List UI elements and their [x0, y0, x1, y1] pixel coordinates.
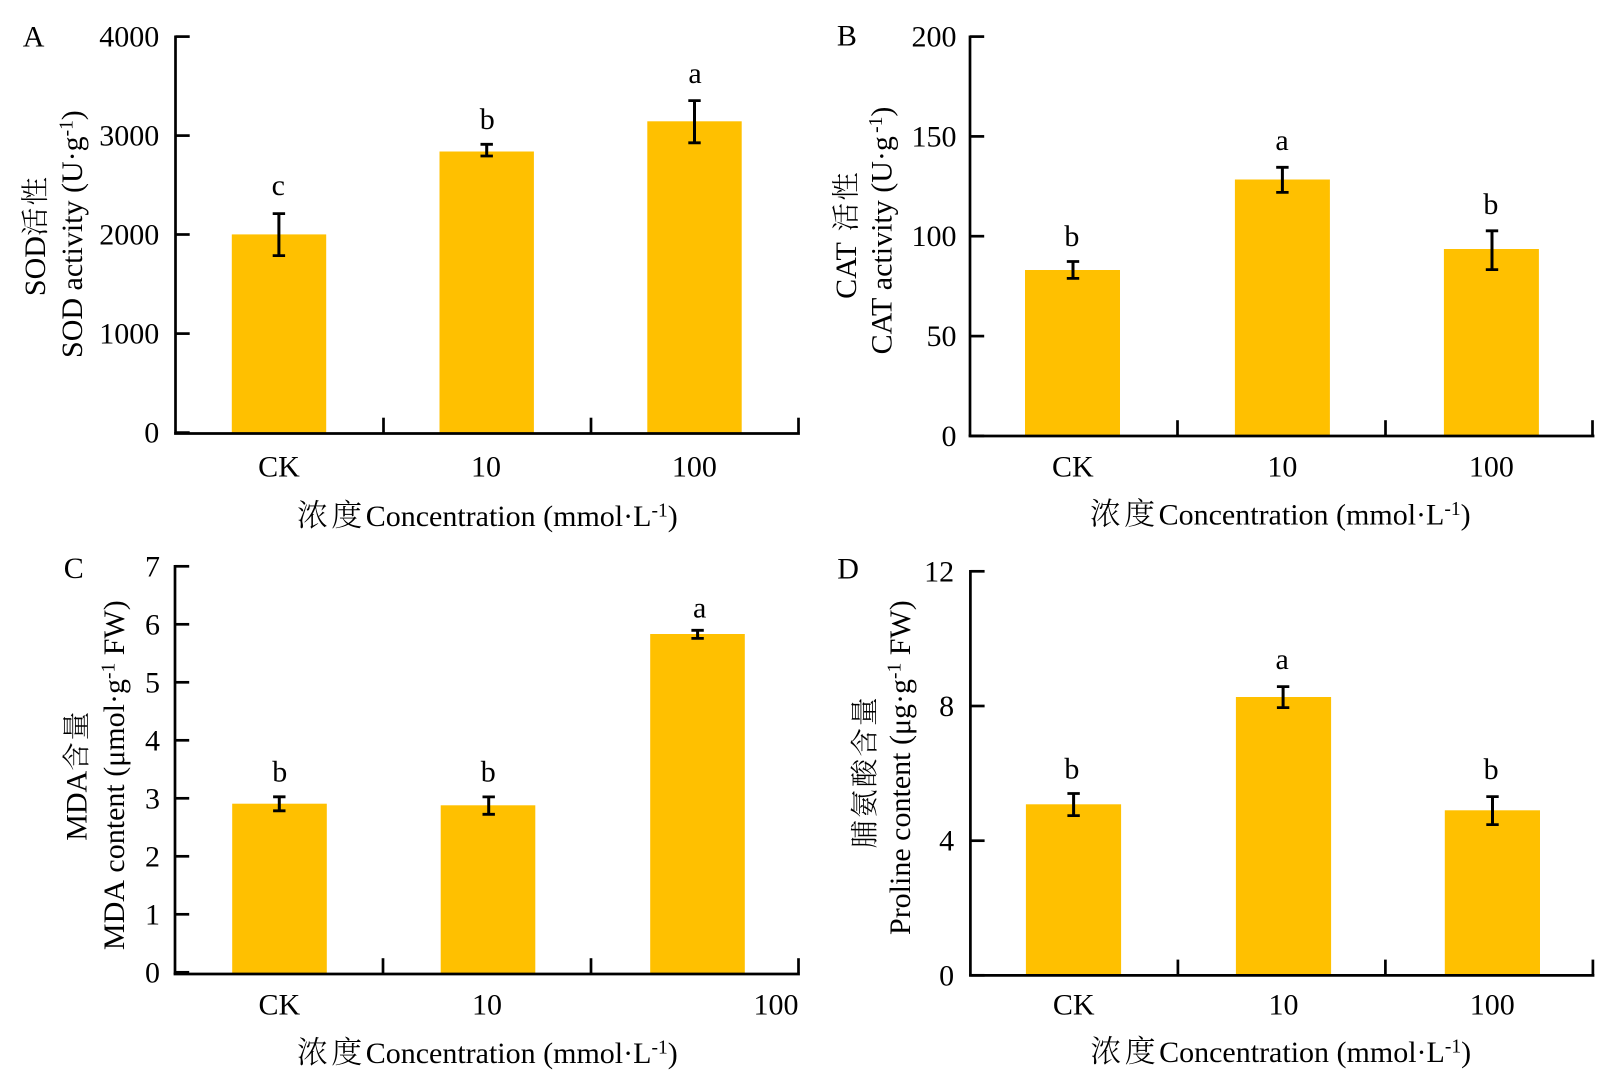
svg-text:100: 100 [1469, 450, 1514, 483]
svg-text:B: B [837, 20, 857, 53]
svg-text:CAT activity (U·g: CAT activity (U·g [866, 136, 899, 354]
svg-text:D: D [837, 552, 859, 585]
svg-text:-1: -1 [1445, 1037, 1461, 1058]
svg-text:3000: 3000 [99, 120, 159, 153]
svg-text:-1: -1 [98, 663, 119, 679]
svg-text:C: C [64, 552, 84, 585]
svg-text:150: 150 [912, 120, 957, 153]
svg-text:2000: 2000 [99, 219, 159, 252]
svg-text:1: 1 [145, 898, 160, 931]
svg-text:b: b [1483, 188, 1498, 221]
svg-text:a: a [1276, 643, 1289, 676]
svg-text:-1: -1 [652, 501, 668, 522]
svg-text:8: 8 [939, 690, 954, 723]
svg-text:FW): FW) [884, 600, 917, 663]
svg-text:10: 10 [471, 450, 501, 483]
svg-text:0: 0 [942, 420, 957, 453]
svg-text:100: 100 [912, 220, 957, 253]
svg-text:200: 200 [912, 21, 957, 54]
svg-text:SOD activity (U·g: SOD activity (U·g [56, 136, 89, 358]
svg-text:100: 100 [1470, 989, 1515, 1022]
svg-text:-1: -1 [885, 663, 906, 679]
svg-text:-1: -1 [866, 117, 887, 133]
svg-text:CK: CK [1053, 989, 1095, 1022]
svg-text:b: b [1064, 220, 1079, 253]
svg-text:A: A [23, 21, 45, 54]
svg-text:CK: CK [1052, 450, 1094, 483]
svg-text:): ) [668, 1037, 678, 1070]
svg-text:): ) [1461, 499, 1471, 532]
svg-text:Concentration (mmol·L: Concentration (mmol·L [1159, 1036, 1445, 1069]
svg-text:Concentration (mmol·L: Concentration (mmol·L [1159, 499, 1445, 532]
svg-text:b: b [272, 756, 287, 789]
svg-text:12: 12 [924, 555, 954, 588]
svg-text:b: b [480, 103, 495, 136]
svg-text:0: 0 [939, 959, 954, 992]
svg-text:b: b [1484, 753, 1499, 786]
svg-text:a: a [1275, 124, 1288, 157]
svg-text:a: a [688, 57, 701, 90]
svg-text:c: c [272, 169, 285, 202]
svg-text:6: 6 [145, 608, 160, 641]
svg-text:4000: 4000 [99, 21, 159, 54]
svg-text:100: 100 [754, 989, 799, 1022]
svg-text:a: a [693, 592, 706, 625]
svg-text:b: b [481, 755, 496, 788]
svg-text:4: 4 [939, 825, 954, 858]
svg-text:): ) [866, 107, 899, 117]
svg-text:0: 0 [144, 417, 159, 450]
svg-text:): ) [668, 500, 678, 533]
svg-text:-1: -1 [57, 120, 78, 136]
svg-text:0: 0 [145, 956, 160, 989]
svg-text:-1: -1 [1444, 499, 1460, 520]
svg-text:5: 5 [145, 666, 160, 699]
svg-text:7: 7 [145, 550, 160, 583]
svg-text:): ) [1461, 1036, 1471, 1069]
svg-text:): ) [56, 110, 89, 120]
svg-text:MDA content (μmol·g: MDA content (μmol·g [98, 679, 131, 950]
svg-text:4: 4 [145, 724, 160, 757]
svg-text:1000: 1000 [99, 318, 159, 351]
svg-text:10: 10 [472, 989, 502, 1022]
svg-text:MDA: MDA [60, 770, 93, 840]
svg-text:3: 3 [145, 782, 160, 815]
svg-text:SOD: SOD [19, 236, 52, 296]
svg-text:Concentration (mmol·L: Concentration (mmol·L [366, 500, 652, 533]
svg-text:-1: -1 [652, 1038, 668, 1059]
svg-text:50: 50 [927, 320, 957, 353]
svg-text:CAT: CAT [830, 235, 863, 299]
svg-text:Proline content (μg·g: Proline content (μg·g [884, 679, 917, 935]
svg-text:FW): FW) [98, 600, 131, 662]
svg-text:Concentration (mmol·L: Concentration (mmol·L [366, 1037, 652, 1070]
svg-text:100: 100 [672, 450, 717, 483]
svg-text:10: 10 [1269, 989, 1299, 1022]
svg-text:CK: CK [258, 450, 300, 483]
svg-text:b: b [1064, 753, 1079, 786]
svg-text:CK: CK [259, 989, 301, 1022]
svg-text:10: 10 [1267, 450, 1297, 483]
svg-text:2: 2 [145, 840, 160, 873]
